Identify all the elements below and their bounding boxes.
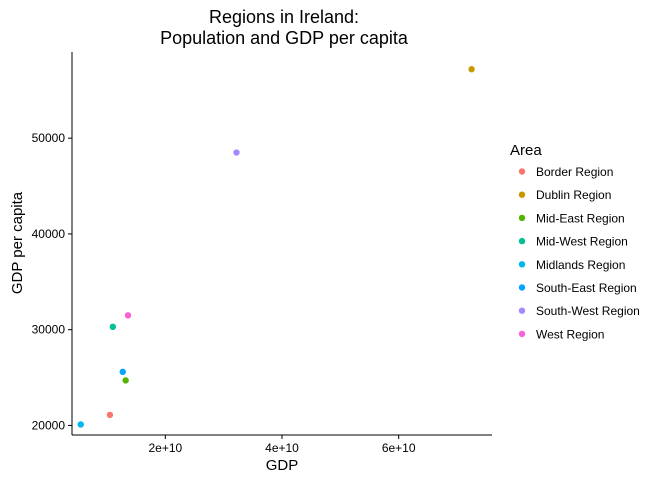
y-tick-label: 30000 xyxy=(32,323,66,337)
data-point xyxy=(109,323,117,331)
legend-key xyxy=(518,168,526,175)
chart-title: Regions in Ireland: xyxy=(209,7,359,27)
legend-key xyxy=(518,191,526,198)
legend-label: Dublin Region xyxy=(536,188,611,202)
y-tick-label: 50000 xyxy=(32,131,66,145)
data-point xyxy=(124,312,132,319)
data-point xyxy=(122,377,129,384)
legend-label: Mid-East Region xyxy=(536,211,625,225)
chart-subtitle: Population and GDP per capita xyxy=(160,28,409,48)
y-axis-title: GDP per capita xyxy=(9,191,26,294)
data-point xyxy=(77,421,84,428)
legend-title: Area xyxy=(510,142,542,159)
x-tick-label: 6e+10 xyxy=(382,441,416,455)
legend-label: South-West Region xyxy=(536,304,640,318)
legend-label: West Region xyxy=(536,327,604,341)
legend-key xyxy=(518,330,526,338)
legend-label: South-East Region xyxy=(536,281,637,295)
axes: 2e+10 4e+10 6e+10 20000 30000 40000 50000 xyxy=(32,52,492,455)
data-point xyxy=(233,149,240,156)
legend-key xyxy=(518,214,526,222)
data-point xyxy=(119,368,126,376)
legend-label: Midlands Region xyxy=(536,258,625,272)
data-point xyxy=(468,66,475,73)
legend-label: Border Region xyxy=(536,165,613,179)
legend-key xyxy=(518,284,526,291)
y-tick-label: 20000 xyxy=(32,418,66,432)
legend-key xyxy=(518,307,526,314)
y-tick-label: 40000 xyxy=(32,227,66,241)
legend-key xyxy=(518,261,526,268)
legend-key xyxy=(518,237,526,245)
legend-label: Mid-West Region xyxy=(536,235,628,249)
legend: Area Border Region Dublin Region Mid-East … xyxy=(510,142,640,341)
x-tick-label: 2e+10 xyxy=(148,441,182,455)
x-axis-title: GDP xyxy=(266,457,299,474)
data-points xyxy=(77,66,475,428)
data-point xyxy=(106,411,114,419)
x-tick-label: 4e+10 xyxy=(265,441,299,455)
